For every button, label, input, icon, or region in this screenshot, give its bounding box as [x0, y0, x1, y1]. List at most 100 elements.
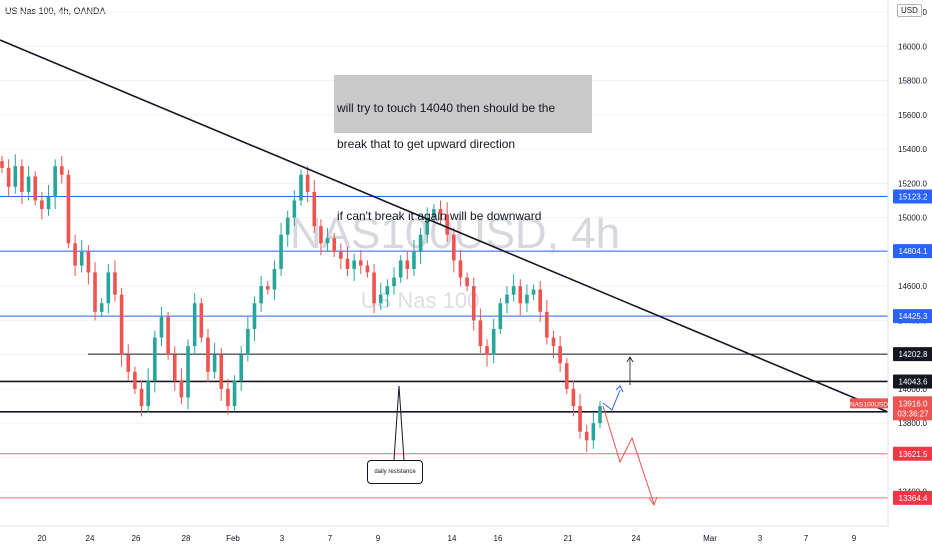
candle-body [305, 174, 310, 192]
candle-body [352, 260, 356, 269]
candle-body [545, 311, 549, 338]
price-tag-label: 13364.4 [899, 494, 928, 503]
x-tick-label: Mar [703, 534, 717, 543]
candle-body [212, 354, 217, 372]
y-tick-label: 15600.0 [898, 111, 927, 120]
candle-body [86, 251, 91, 273]
candle-body [412, 251, 416, 269]
candle-body [458, 260, 463, 278]
x-tick-label: 16 [494, 534, 503, 543]
candle-body [385, 286, 390, 295]
candle-body [20, 166, 24, 192]
candle-body [232, 380, 237, 407]
candle-body [498, 303, 503, 329]
x-tick-label: 20 [38, 534, 47, 543]
x-tick-label: Feb [226, 534, 240, 543]
candle-body [40, 200, 44, 210]
candle-body [332, 238, 337, 252]
candle-body [239, 354, 243, 381]
candle-body [159, 316, 164, 338]
x-tick-label: 28 [182, 534, 191, 543]
price-tag-label: 14202.8 [899, 350, 928, 359]
upward-projection [602, 389, 621, 411]
x-tick-label: 7 [328, 534, 333, 543]
candle-body [53, 166, 57, 198]
downward-projection-arrowhead [648, 496, 658, 507]
candle-body [564, 363, 569, 389]
candle-body [33, 176, 38, 201]
candle-body [172, 354, 177, 381]
candle-body [13, 166, 18, 187]
price-tag [893, 490, 932, 505]
note-line: break that to get upward direction [337, 137, 516, 151]
candle-body [133, 371, 137, 389]
price-tag [893, 347, 932, 362]
x-tick-label: 3 [758, 534, 763, 543]
y-tick-label: 13800.0 [898, 419, 927, 428]
candle-body [505, 294, 509, 304]
candle-body [153, 337, 157, 381]
candle-body [259, 286, 263, 304]
upward-projection-arrowhead [615, 385, 624, 393]
downward-projection [602, 405, 655, 505]
candle-body [398, 260, 403, 278]
price-tag [893, 189, 932, 204]
ticker-label: NAS100USD [850, 401, 888, 408]
watermark-name: US Nas 100 [361, 288, 480, 313]
candle-body [558, 346, 562, 364]
price-tag-label: 13621.5 [899, 450, 928, 459]
candle-body [405, 260, 410, 269]
candle-body [279, 234, 283, 269]
x-tick-label: 3 [280, 534, 285, 543]
candle-body [99, 303, 104, 312]
candle-body [478, 320, 483, 347]
candle-body [571, 388, 576, 407]
y-tick-label: 15200.0 [898, 179, 927, 188]
y-tick-label: 15000.0 [898, 214, 927, 223]
y-tick-label: 14600.0 [898, 282, 927, 291]
candle-body [525, 294, 529, 304]
candle-body [139, 388, 144, 407]
price-tag [893, 244, 932, 259]
candle-body [246, 328, 250, 355]
candle-body [126, 354, 131, 372]
x-tick-label: 7 [804, 534, 809, 543]
candle-body [452, 234, 456, 261]
candle-body [192, 303, 197, 347]
candle-body [285, 217, 290, 235]
y-tick-label: 15800.0 [898, 77, 927, 86]
note-box [334, 75, 592, 133]
candle-body [325, 238, 330, 244]
x-tick-label: 9 [376, 534, 381, 543]
price-tag-label: 14425.3 [899, 312, 928, 321]
candle-body [531, 289, 536, 295]
candle-body [392, 277, 396, 287]
candle-body [299, 174, 303, 201]
note-text: will try to touch 14040 then should be t… [337, 78, 555, 246]
candle-body [491, 328, 496, 355]
candle-body [538, 289, 542, 312]
breakout-arrowhead [626, 356, 634, 363]
ticker-tag [850, 398, 888, 409]
candle-body [438, 209, 443, 215]
candle-body [339, 251, 343, 259]
candle-body [226, 388, 230, 407]
candle-body [425, 217, 430, 235]
x-tick-label: 24 [86, 534, 95, 543]
callout-pointer [393, 385, 405, 461]
candle-body [471, 286, 476, 321]
currency-button[interactable]: USD [897, 4, 922, 17]
candle-body [345, 258, 350, 269]
candle-body [598, 406, 602, 424]
candle-body [265, 286, 270, 290]
candle-body [106, 272, 111, 304]
price-tag [893, 374, 932, 389]
candle-body [93, 272, 97, 312]
candle-body [578, 406, 582, 432]
x-tick-label: 14 [448, 534, 457, 543]
candle-body [359, 260, 363, 266]
last-price-label: 13916.0 [899, 399, 928, 408]
price-tag [893, 309, 932, 324]
